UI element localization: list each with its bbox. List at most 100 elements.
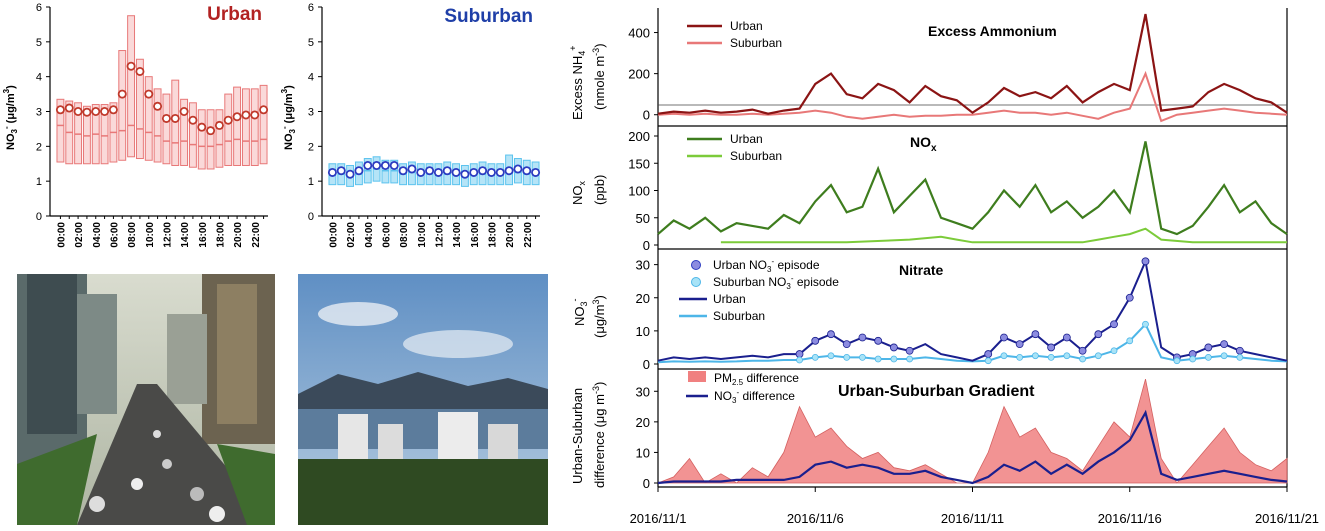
legend-label-no3-urban: Urban — [713, 292, 746, 306]
gradient-chart: 0 10 20 30 2016/11/1 2016/11/6 2016/11/11 2016… — [570, 371, 1319, 526]
y-tick-label: 30 — [636, 384, 650, 399]
mean-marker — [232, 112, 242, 122]
nitrate-legend: Urban NO3- episode Suburban NO3- episode… — [679, 257, 839, 323]
x-tick-label: 12:00 — [434, 222, 445, 248]
mean-marker — [380, 160, 390, 170]
suburban-episode-point — [1000, 352, 1008, 360]
mean-marker — [179, 107, 189, 117]
y-tick-label: 20 — [636, 291, 650, 306]
box — [381, 159, 390, 184]
mean-marker — [336, 166, 346, 176]
legend-marker-urban-episode — [691, 260, 701, 270]
mean-marker — [73, 107, 83, 117]
nitrate-ylabel-unit: (μg/m3) — [591, 295, 607, 338]
y-tick-label: 20 — [636, 415, 650, 430]
y-tick-label: 0 — [643, 476, 650, 491]
mean-marker — [513, 164, 523, 174]
suburban-episode-point — [1032, 352, 1039, 360]
x-tick-label: 20:00 — [505, 222, 516, 248]
suburban-episode-point — [827, 352, 835, 360]
legend-label-urban-episode: Urban NO3- episode — [713, 257, 820, 274]
urban-episode-point — [1078, 346, 1087, 355]
no3-difference-line — [657, 409, 1288, 485]
nox-chart: 0 50 100 150 200 NOx Urban Suburban NOx (ppb… — [570, 129, 1288, 253]
mean-marker — [214, 120, 224, 130]
nox-legend: Urban Suburban — [687, 132, 782, 163]
mean-marker — [135, 66, 145, 76]
gradient-ylabel-unit: difference (μg m-3) — [591, 382, 607, 488]
urban-ylabel: NO3- (μg/m3) — [2, 85, 19, 150]
mean-marker — [153, 101, 163, 111]
mean-marker — [117, 89, 127, 99]
mean-marker — [100, 107, 110, 117]
x-tick-label: 18:00 — [487, 222, 498, 248]
legend-label-nox-suburban: Suburban — [730, 149, 782, 163]
mean-marker — [91, 107, 101, 117]
suburban-episode-point — [1142, 320, 1149, 328]
mean-marker — [82, 107, 92, 117]
suburban-episode-point — [1220, 352, 1228, 360]
excess-ammonium-chart: 0 200 400 Excess Ammonium Urban Suburban E… — [568, 13, 1288, 123]
urban-episode-point — [1062, 333, 1071, 342]
urban-episode-point — [795, 350, 804, 358]
y-tick-label: 0 — [308, 211, 314, 223]
urban-episode-point — [905, 346, 914, 355]
x-tick-label: 08:00 — [127, 222, 138, 248]
gradient-title: Urban-Suburban Gradient — [838, 383, 1035, 400]
urban-episode-point — [1000, 333, 1008, 342]
mean-marker — [522, 166, 532, 176]
mean-marker — [442, 166, 452, 176]
mean-marker — [425, 166, 435, 176]
x-tick-label: 2016/11/21 — [1255, 511, 1319, 526]
x-tick-label: 18:00 — [215, 222, 226, 248]
box — [224, 93, 233, 166]
y-tick-label: 6 — [308, 2, 314, 14]
nh4-ylabel: Excess NH4+ — [568, 45, 587, 120]
suburban-episode-point — [1126, 337, 1134, 345]
urban-episode-point — [1125, 293, 1134, 302]
x-tick-label: 02:00 — [346, 222, 357, 248]
nh4-title: Excess Ammonium — [928, 23, 1057, 39]
y-tick-label: 30 — [636, 258, 650, 273]
box — [390, 159, 399, 184]
suburban-episode-point — [984, 357, 992, 365]
urban-episode-point — [1015, 340, 1024, 349]
x-tick-label: 14:00 — [180, 222, 191, 248]
urban-street-photo — [17, 274, 275, 525]
x-tick-label: 00:00 — [56, 222, 67, 248]
mean-marker — [64, 103, 74, 113]
suburban-episode-point — [1016, 353, 1024, 361]
mean-marker — [416, 167, 426, 177]
x-tick-label: 14:00 — [452, 222, 463, 248]
x-tick-label: 00:00 — [328, 222, 339, 248]
box — [118, 50, 127, 161]
mean-marker — [55, 105, 65, 115]
mean-marker — [469, 167, 479, 177]
y-tick-label: 5 — [36, 37, 42, 49]
urban-title: Urban — [207, 4, 262, 25]
x-tick-label: 16:00 — [198, 222, 209, 248]
box — [153, 88, 162, 163]
nox-title: NOx — [910, 134, 937, 154]
mean-marker — [372, 160, 382, 170]
y-tick-label: 10 — [636, 324, 650, 339]
nox-ylabel: NOx — [570, 181, 587, 206]
x-tick-label: 12:00 — [162, 222, 173, 248]
nitrate-chart: 0 10 20 30 Nitrate Urban NO3- episode Subur… — [570, 257, 1288, 372]
series-line-nox-suburban — [720, 227, 1287, 244]
urban-episode-point — [842, 340, 851, 349]
y-tick-label: 2 — [36, 141, 42, 153]
urban-episode-point — [1031, 330, 1040, 339]
box — [215, 109, 224, 168]
x-tick-label: 16:00 — [470, 222, 481, 248]
suburban-episode-point — [1173, 357, 1181, 365]
urban-episode-point — [1110, 320, 1118, 329]
mean-marker — [170, 113, 180, 123]
x-tick-label: 06:00 — [109, 222, 120, 248]
x-tick-label: 02:00 — [74, 222, 85, 248]
mean-marker — [108, 105, 118, 115]
legend-label-urban: Urban — [730, 19, 763, 33]
y-tick-label: 4 — [36, 72, 42, 84]
suburban-episode-point — [796, 356, 803, 364]
urban-episode-point — [1235, 346, 1244, 355]
